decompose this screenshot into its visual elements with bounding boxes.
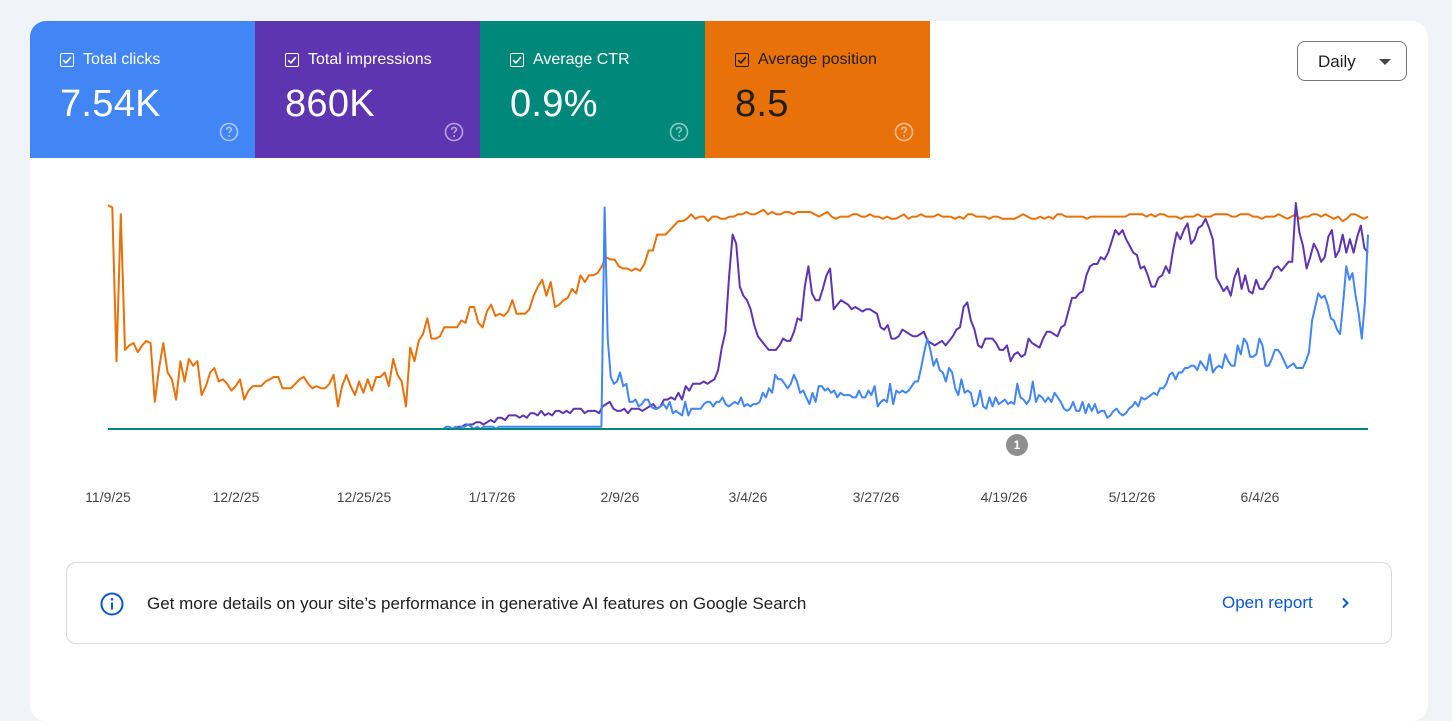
- metric-tile-total-clicks[interactable]: Total clicks 7.54K: [30, 21, 255, 158]
- checkbox-checked-icon[interactable]: [60, 53, 74, 67]
- metric-value: 860K: [285, 83, 375, 125]
- metric-value: 7.54K: [60, 83, 161, 125]
- series-line-average-position: [107, 204, 1369, 408]
- metric-label: Average CTR: [533, 51, 630, 68]
- granularity-selected: Daily: [1318, 52, 1356, 71]
- checkbox-checked-icon[interactable]: [735, 53, 749, 67]
- x-tick-label: 1/17/26: [468, 489, 516, 505]
- help-icon[interactable]: [894, 122, 914, 142]
- metric-value: 8.5: [735, 83, 789, 125]
- x-tick-label: 11/9/25: [85, 489, 131, 505]
- checkbox-checked-icon[interactable]: [285, 53, 299, 67]
- help-icon[interactable]: [669, 122, 689, 142]
- x-tick-label: 6/4/26: [1240, 489, 1280, 505]
- line-chart: [107, 202, 1369, 430]
- granularity-dropdown[interactable]: Daily: [1297, 41, 1407, 81]
- x-tick-label: 12/25/25: [336, 489, 392, 505]
- series-line-total-impressions: [108, 202, 1369, 430]
- ai-features-banner: Get more details on your site’s performa…: [66, 562, 1392, 644]
- x-tick-label: 3/4/26: [728, 489, 768, 505]
- x-tick-label: 5/12/26: [1108, 489, 1156, 505]
- help-icon[interactable]: [219, 122, 239, 142]
- caret-down-icon: [1379, 59, 1391, 65]
- info-icon: [100, 592, 124, 616]
- metric-label: Average position: [758, 51, 877, 68]
- x-tick-label: 12/2/25: [212, 489, 260, 505]
- help-icon[interactable]: [444, 122, 464, 142]
- metric-label: Total impressions: [308, 51, 432, 68]
- metric-tile-average-ctr[interactable]: Average CTR 0.9%: [480, 21, 705, 158]
- chevron-right-icon[interactable]: [1338, 596, 1352, 610]
- metric-tile-average-position[interactable]: Average position 8.5: [705, 21, 930, 158]
- x-tick-label: 2/9/26: [600, 489, 640, 505]
- x-tick-label: 4/19/26: [980, 489, 1028, 505]
- annotation-marker[interactable]: 1: [1006, 434, 1028, 456]
- checkbox-checked-icon[interactable]: [510, 53, 524, 67]
- banner-message: Get more details on your site’s performa…: [147, 594, 807, 613]
- metric-tile-total-impressions[interactable]: Total impressions 860K: [255, 21, 480, 158]
- performance-card: Total clicks 7.54K Total impressions 860…: [30, 21, 1428, 721]
- metric-label: Total clicks: [83, 51, 161, 68]
- metric-value: 0.9%: [510, 83, 598, 125]
- x-tick-label: 3/27/26: [852, 489, 900, 505]
- open-report-link[interactable]: Open report: [1222, 593, 1313, 612]
- metric-tiles: Total clicks 7.54K Total impressions 860…: [30, 21, 930, 158]
- performance-chart: 11/9/25 12/2/25 12/25/25 1/17/26 2/9/26 …: [30, 191, 1428, 521]
- series-line-total-clicks: [108, 206, 1369, 430]
